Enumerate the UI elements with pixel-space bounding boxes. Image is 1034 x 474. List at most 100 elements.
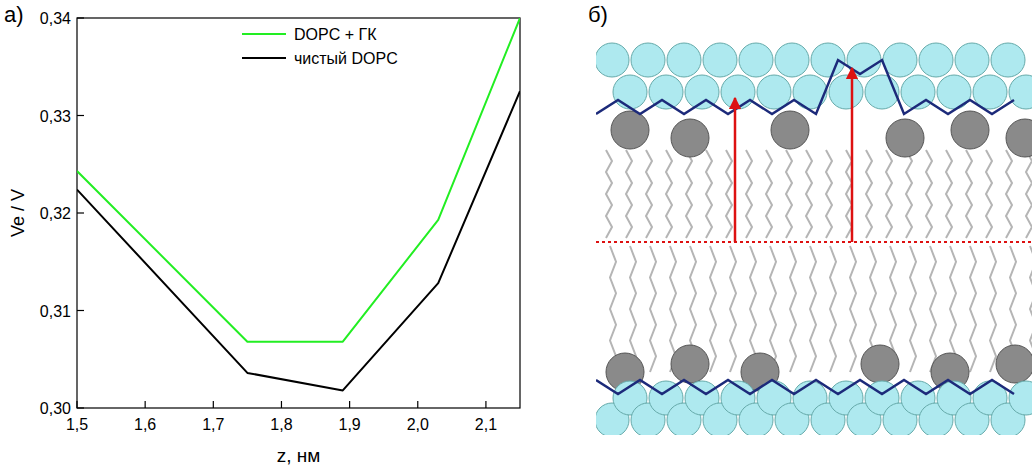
y-tick — [77, 212, 84, 213]
legend-swatch — [242, 33, 286, 35]
panel-label: б) — [588, 2, 608, 27]
x-tick-label: 2,0 — [407, 416, 429, 433]
y-tick — [77, 115, 84, 116]
y-tick — [77, 310, 84, 311]
x-tick — [281, 401, 282, 408]
lipid-tail — [946, 150, 952, 238]
lipid-tail — [990, 246, 996, 372]
y-tick-label: 0,34 — [40, 10, 71, 27]
y-tick-label: 0,30 — [40, 400, 71, 417]
lipid-tail — [830, 246, 836, 372]
lipid-tail — [746, 150, 752, 238]
plot-frame — [77, 18, 520, 408]
lipid-tail — [986, 150, 992, 238]
cyan-head — [613, 75, 647, 109]
lipid-tail — [686, 150, 692, 238]
gray-head — [671, 345, 709, 383]
lipid-tail — [606, 150, 612, 238]
page: а)1,51,61,71,81,92,02,10,300,310,320,330… — [0, 0, 1034, 474]
lipid-tail — [806, 150, 812, 238]
cyan-head — [1009, 75, 1032, 109]
lipid-tail — [710, 246, 716, 372]
x-tick — [485, 401, 486, 408]
lipid-tail — [626, 150, 632, 238]
cyan-head — [955, 43, 989, 77]
lipid-tail — [906, 150, 912, 238]
lipid-tail — [926, 150, 932, 238]
lipid-tail — [970, 246, 976, 372]
cyan-head — [1009, 381, 1032, 415]
thickness-arrow — [851, 68, 854, 242]
x-tick — [213, 401, 214, 408]
cyan-head — [919, 43, 953, 77]
gray-head — [671, 119, 709, 157]
lipid-tail — [726, 150, 732, 238]
y-tick-label: 0,31 — [40, 303, 71, 320]
cyan-head — [703, 43, 737, 77]
x-tick-label: 1,5 — [66, 416, 88, 433]
lipid-tail — [650, 246, 656, 372]
x-tick — [76, 401, 77, 408]
lipid-tail — [750, 246, 756, 372]
lipid-tail — [610, 246, 616, 372]
lipid-tail — [786, 150, 792, 238]
interface-line — [596, 60, 1014, 114]
cyan-head — [631, 43, 665, 77]
gray-head — [996, 345, 1032, 383]
x-tick-label: 1,6 — [134, 416, 156, 433]
lipid-tail — [766, 150, 772, 238]
cyan-head — [721, 75, 755, 109]
panel-label: а) — [4, 2, 24, 27]
lipid-tail — [910, 246, 916, 372]
cyan-head — [596, 43, 629, 77]
legend-label: DOPC + ГК — [294, 26, 377, 43]
lipid-tail — [646, 150, 652, 238]
x-tick-label: 1,8 — [270, 416, 292, 433]
y-tick-label: 0,33 — [40, 108, 71, 125]
x-tick — [417, 401, 418, 408]
x-tick-label: 1,7 — [202, 416, 224, 433]
series-line — [77, 18, 520, 342]
lipid-tail — [866, 150, 872, 238]
series-line — [77, 91, 520, 390]
lipid-tail — [1006, 150, 1012, 238]
x-axis-title: z, нм — [277, 445, 321, 466]
lipid-tail — [770, 246, 776, 372]
lipid-tail — [1026, 150, 1032, 238]
lipid-tail — [886, 150, 892, 238]
lipid-tail — [826, 150, 832, 238]
lipid-tail — [966, 150, 972, 238]
plot-marks — [77, 18, 520, 390]
y-axis-title: Ve / V — [8, 189, 28, 237]
y-tick — [77, 17, 84, 18]
gray-head — [611, 111, 649, 149]
legend-label: чистый DOPC — [294, 50, 398, 67]
lipid-tail — [810, 246, 816, 372]
lipid-tail — [630, 246, 636, 372]
cyan-head — [829, 75, 863, 109]
cyan-head — [667, 43, 701, 77]
interface-line — [596, 380, 1014, 394]
gray-head — [886, 119, 924, 157]
lipid-tail — [730, 246, 736, 372]
cyan-head — [775, 43, 809, 77]
membrane-diagram — [596, 43, 1032, 435]
thickness-arrow — [734, 98, 737, 242]
gray-head — [771, 111, 809, 149]
gray-head — [951, 111, 989, 149]
x-tick-label: 2,1 — [475, 416, 497, 433]
lipid-tail — [790, 246, 796, 372]
x-tick — [145, 401, 146, 408]
legend-swatch — [242, 57, 286, 59]
lipid-tail — [930, 246, 936, 372]
lipid-tail — [706, 150, 712, 238]
cyan-head — [739, 43, 773, 77]
y-tick-label: 0,32 — [40, 205, 71, 222]
lipid-tail — [850, 246, 856, 372]
lipid-tail — [666, 150, 672, 238]
x-tick — [349, 401, 350, 408]
gray-head — [861, 345, 899, 383]
y-tick — [77, 407, 84, 408]
gray-head — [1006, 119, 1032, 157]
cyan-head — [991, 43, 1025, 77]
